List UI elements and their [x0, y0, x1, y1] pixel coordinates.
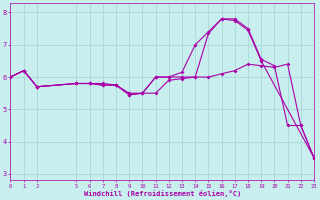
X-axis label: Windchill (Refroidissement éolien,°C): Windchill (Refroidissement éolien,°C) — [84, 190, 241, 197]
